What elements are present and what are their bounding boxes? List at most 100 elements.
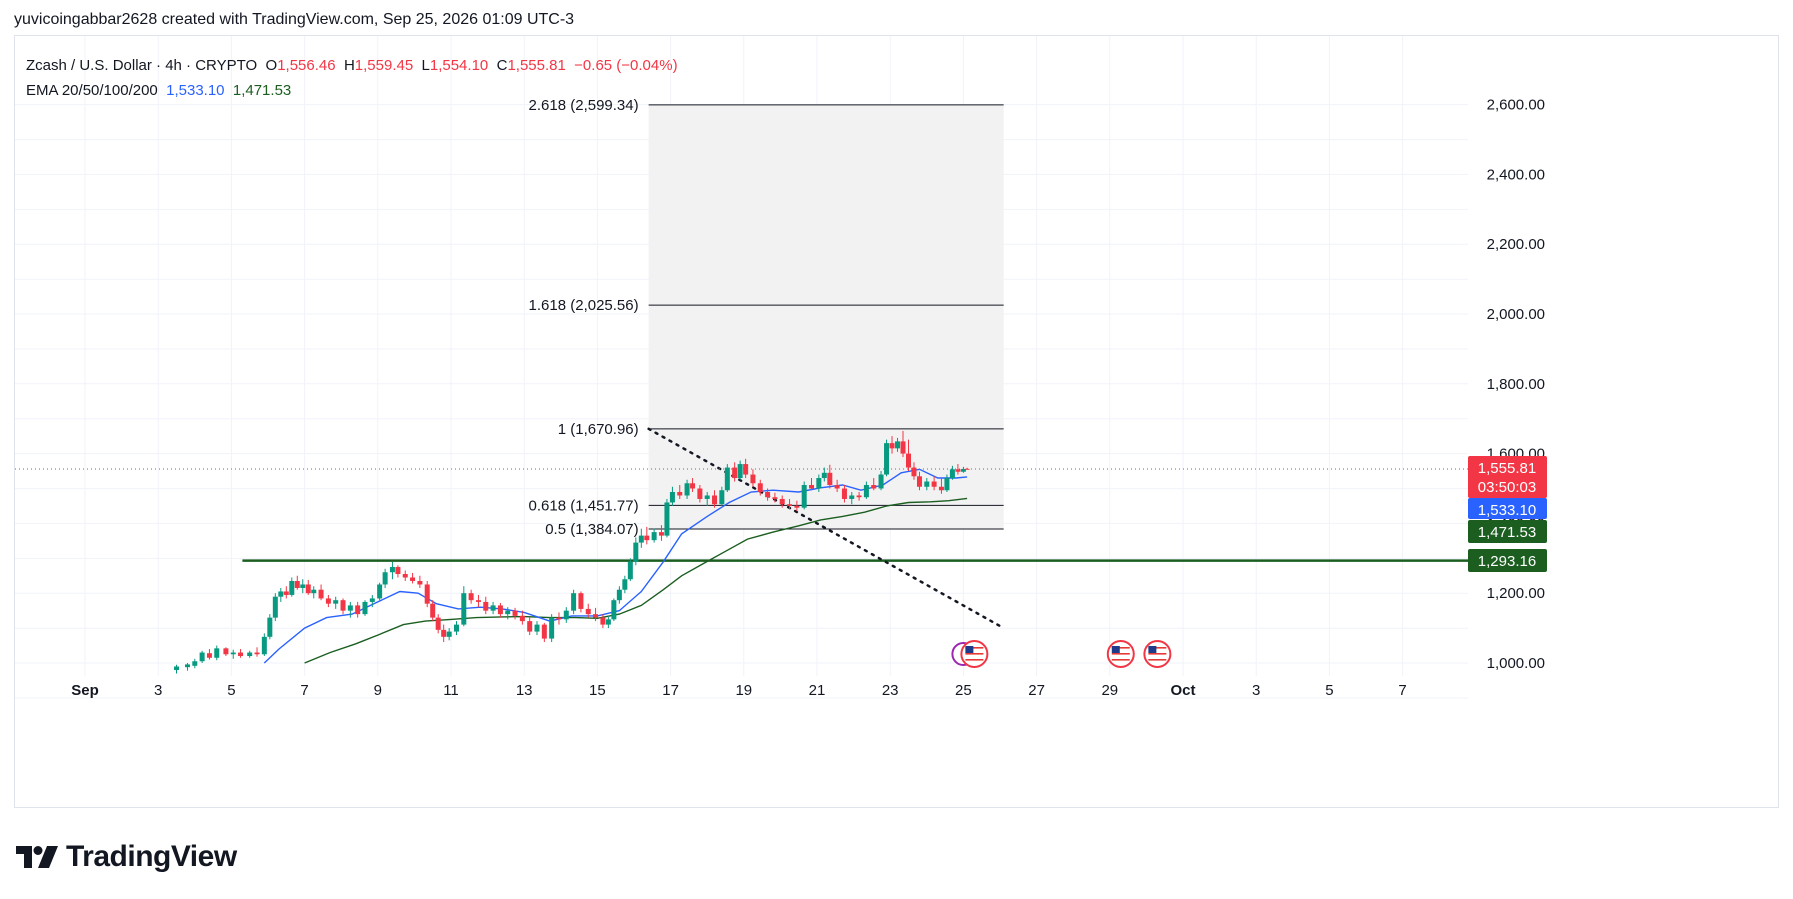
candle-body <box>895 441 901 449</box>
candle <box>441 624 447 643</box>
x-tick-label: 27 <box>1028 682 1045 699</box>
candle <box>622 575 628 594</box>
candle-body <box>827 472 833 486</box>
tradingview-logo[interactable]: TradingView <box>16 840 237 874</box>
x-tick-label: 13 <box>516 682 533 699</box>
candle <box>435 614 441 634</box>
candle <box>272 593 278 622</box>
candle <box>931 476 937 491</box>
candle-body <box>395 567 401 575</box>
candle <box>223 647 229 657</box>
candle-body <box>430 603 436 618</box>
candle <box>446 628 452 641</box>
candle-body <box>446 631 452 637</box>
candle <box>779 495 785 508</box>
candle <box>192 658 198 669</box>
candle-body <box>944 478 950 491</box>
candle <box>254 647 260 657</box>
tradingview-logo-text: TradingView <box>66 840 237 873</box>
candle <box>906 439 911 472</box>
flag-stripe <box>965 650 984 652</box>
candle-body <box>468 593 474 601</box>
x-tick-label: 3 <box>1252 682 1260 699</box>
candle <box>497 602 503 618</box>
candle <box>719 486 725 506</box>
flag-stripe <box>965 653 984 655</box>
fib-level-label: 2.618 (2,599.34) <box>529 97 639 114</box>
flag-canton <box>1111 646 1120 653</box>
y-tick-label: 1,000.00 <box>1487 655 1545 672</box>
candle-body <box>889 443 895 449</box>
candle <box>294 575 300 590</box>
candle-body <box>750 474 756 484</box>
candle-body <box>278 591 284 597</box>
candle-body <box>906 453 911 468</box>
candle <box>801 481 807 510</box>
candle-body <box>724 467 730 491</box>
x-tick-label: Oct <box>1170 682 1195 699</box>
high-value: 1,559.45 <box>354 57 414 74</box>
support-badge: 1,293.16 <box>1468 549 1547 572</box>
open-label: O <box>265 57 278 74</box>
candle-body <box>863 485 869 498</box>
candle <box>955 464 961 475</box>
candle-body <box>787 504 793 506</box>
candle <box>787 498 793 510</box>
candle <box>863 481 869 499</box>
x-tick-label: 11 <box>443 682 459 699</box>
candle-body <box>453 624 459 632</box>
candle-body <box>294 580 300 588</box>
candle <box>382 568 388 588</box>
candle-body <box>644 535 650 541</box>
candle <box>644 526 650 545</box>
candle <box>395 565 401 578</box>
candle-body <box>461 593 467 625</box>
candle-body <box>340 600 346 611</box>
candle <box>593 607 599 622</box>
candle <box>732 462 738 482</box>
fib-zone <box>648 104 1004 529</box>
candle <box>468 589 474 604</box>
candle-body <box>585 608 591 615</box>
candle <box>230 649 236 659</box>
candle <box>772 492 778 503</box>
close-value: 1,555.81 <box>507 57 566 74</box>
candle-body <box>267 617 273 637</box>
badge-text: 1,293.16 <box>1478 553 1536 570</box>
candle-body <box>841 488 847 499</box>
candle-body <box>347 605 353 611</box>
candle <box>794 500 800 512</box>
candle-body <box>677 491 683 496</box>
candle <box>410 572 416 584</box>
ema20-value: 1,533.10 <box>166 82 225 99</box>
y-tick-label: 1,800.00 <box>1487 376 1545 393</box>
candle-body <box>743 464 749 475</box>
candle-body <box>527 621 533 632</box>
last-price-badge: 1,555.81 03:50:03 <box>1468 456 1547 498</box>
candle-body <box>318 589 324 599</box>
candle <box>519 610 525 625</box>
candle <box>283 586 289 599</box>
candle-body <box>369 598 375 602</box>
candle <box>325 594 331 608</box>
candle-body <box>871 485 877 489</box>
candle-body <box>199 652 205 662</box>
candle-body <box>389 567 395 573</box>
x-tick-label: 5 <box>1325 682 1333 699</box>
candle-body <box>737 464 743 479</box>
candle-body <box>578 593 584 609</box>
candle <box>347 601 353 618</box>
candle-body <box>658 532 664 536</box>
candle <box>424 580 430 608</box>
candle-body <box>633 542 639 562</box>
candle <box>737 460 743 480</box>
candle <box>333 596 339 609</box>
candle-body <box>697 488 703 499</box>
candle <box>960 466 966 473</box>
candle-body <box>704 495 710 499</box>
badge-text: 03:50:03 <box>1478 479 1536 496</box>
y-tick-label: 2,600.00 <box>1487 97 1545 114</box>
candle-body <box>283 591 289 595</box>
attribution-header: yuvicoingabbar2628 created with TradingV… <box>14 11 575 28</box>
